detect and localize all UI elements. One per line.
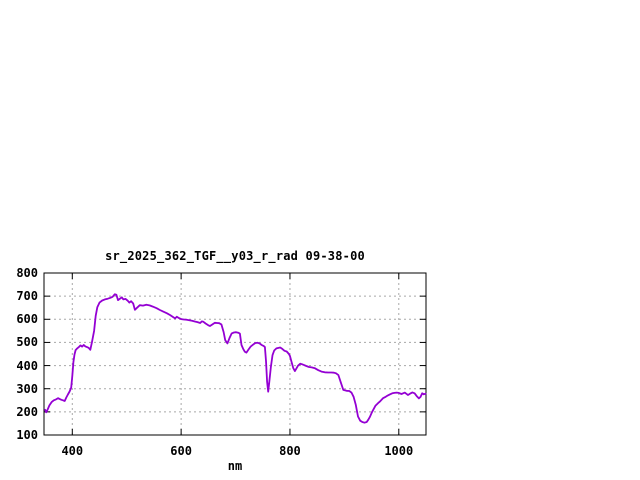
y-tick-label: 600 bbox=[16, 312, 38, 327]
x-axis-label: nm bbox=[227, 459, 243, 473]
y-tick-label: 200 bbox=[16, 404, 38, 419]
x-tick-label: 600 bbox=[170, 444, 192, 458]
y-tick-label: 100 bbox=[16, 428, 38, 442]
x-tick-label: 1000 bbox=[384, 444, 414, 458]
x-tick-label: 400 bbox=[61, 444, 84, 458]
spectral-radiance-curve bbox=[44, 293, 427, 424]
chart-title: sr_2025_362_TGF__y03_r_rad 09-38-00 bbox=[105, 249, 365, 263]
y-tick-label: 800 bbox=[16, 266, 38, 280]
plot-border bbox=[43, 272, 427, 436]
y-tick-label: 700 bbox=[16, 289, 38, 304]
x-tick-label: 800 bbox=[279, 444, 301, 458]
y-tick-label: 400 bbox=[16, 358, 38, 373]
y-tick-label: 300 bbox=[16, 381, 38, 396]
y-tick-label: 500 bbox=[16, 335, 38, 350]
